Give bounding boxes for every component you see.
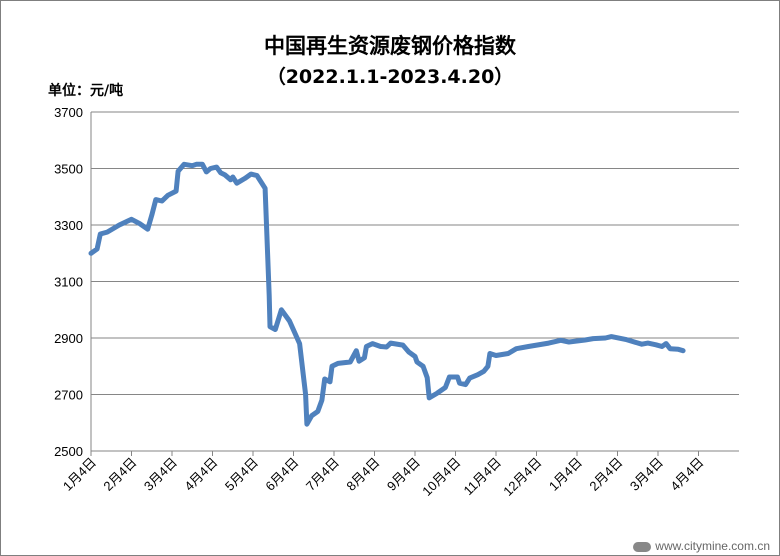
y-tick-label: 3100 bbox=[54, 275, 83, 290]
watermark: www.citymine.com.cn bbox=[633, 539, 770, 553]
x-tick-label: 3月4日 bbox=[141, 455, 180, 494]
y-tick-labels: 2500 2700 2900 3100 3300 3500 3700 bbox=[54, 105, 83, 459]
y-tick-label: 2700 bbox=[54, 388, 83, 403]
gridlines bbox=[90, 111, 739, 456]
x-tick-label: 6月4日 bbox=[262, 455, 301, 494]
x-tick-label: 5月4日 bbox=[222, 455, 261, 494]
x-tick-label: 4月4日 bbox=[667, 455, 706, 494]
x-tick-label: 4月4日 bbox=[181, 455, 220, 494]
x-tick-label: 11月4日 bbox=[460, 455, 504, 499]
watermark-text: www.citymine.com.cn bbox=[655, 539, 770, 553]
x-tick-label: 7月4日 bbox=[303, 455, 342, 494]
series-line bbox=[88, 161, 686, 427]
chart-subtitle: （2022.1.1-2023.4.20） bbox=[266, 66, 514, 88]
x-tick-label: 8月4日 bbox=[343, 455, 382, 494]
watermark-logo-icon bbox=[633, 541, 652, 552]
x-tick-label: 2月4日 bbox=[586, 455, 625, 494]
y-tick-label: 2900 bbox=[54, 331, 83, 346]
y-tick-label: 3700 bbox=[54, 105, 83, 120]
x-tick-label: 3月4日 bbox=[627, 455, 666, 494]
y-tick-label: 3300 bbox=[54, 218, 83, 233]
x-tick-label: 1月4日 bbox=[546, 455, 585, 494]
x-tick-label: 9月4日 bbox=[384, 455, 423, 494]
x-tick-label: 12月4日 bbox=[500, 455, 544, 499]
x-tick-label: 1月4日 bbox=[60, 455, 99, 494]
x-tick-labels: 1月4日 2月4日 3月4日 4月4日 5月4日 6月4日 7月4日 8月4日 9月4日10月4… bbox=[60, 455, 707, 499]
chart-title: 中国再生资源废钢价格指数 bbox=[264, 34, 516, 58]
y-tick-label: 2500 bbox=[54, 444, 83, 459]
y-axis-label: 单位：元/吨 bbox=[48, 83, 124, 99]
x-tick-label: 10月4日 bbox=[419, 455, 463, 499]
y-tick-label: 3500 bbox=[54, 162, 83, 177]
x-tick-label: 2月4日 bbox=[100, 455, 139, 494]
